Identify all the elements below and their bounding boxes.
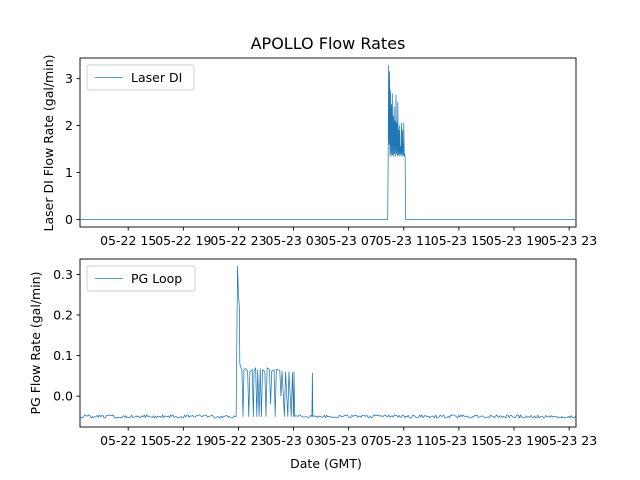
x-tick-label: 05-23 19	[486, 433, 542, 448]
panel-laser-di-legend: Laser DI	[86, 64, 195, 91]
x-tick-label: 05-23 03	[265, 433, 321, 448]
x-tick-label: 05-22 23	[210, 233, 266, 248]
y-tick-label: 0.0	[53, 389, 73, 404]
pg-loop-series-line	[79, 265, 577, 419]
panel-pg-loop-frame	[79, 258, 577, 428]
panel-laser-di-frame	[79, 57, 577, 228]
x-tick-label: 05-22 19	[155, 233, 211, 248]
panel-pg-loop-legend: PG Loop	[86, 265, 196, 292]
x-tick-label: 05-23 07	[321, 433, 377, 448]
x-tick-label: 05-23 15	[431, 433, 487, 448]
x-tick-label: 05-23 19	[486, 233, 542, 248]
x-tick-label: 05-23 11	[376, 233, 432, 248]
panel-laser-di-y-axis-label: Laser DI Flow Rate (gal/min)	[41, 55, 56, 232]
x-tick-label: 05-23 03	[265, 233, 321, 248]
x-tick-label: 05-23 15	[431, 233, 487, 248]
legend-label: Laser DI	[131, 70, 182, 85]
x-tick-label: 05-23 11	[376, 433, 432, 448]
panel-laser-di-y-ticks: 0 1 2 3	[65, 71, 80, 227]
x-axis-label: Date (GMT)	[290, 456, 362, 471]
legend-box	[86, 64, 195, 91]
chart-title: APOLLO Flow Rates	[251, 34, 406, 53]
x-tick-label: 05-23 23	[541, 433, 597, 448]
x-tick-label: 05-22 19	[155, 433, 211, 448]
x-tick-label: 05-23 07	[321, 233, 377, 248]
y-tick-label: 3	[65, 71, 73, 86]
panel-pg-loop-y-ticks: 0.0 0.1 0.2 0.3	[53, 267, 80, 404]
x-tick-label: 05-23 23	[541, 233, 597, 248]
legend-box	[86, 265, 196, 292]
y-tick-label: 1	[65, 165, 73, 180]
x-tick-label: 05-22 15	[100, 233, 156, 248]
legend-label: PG Loop	[131, 271, 182, 286]
y-tick-label: 0	[65, 212, 73, 227]
x-tick-label: 05-22 15	[100, 433, 156, 448]
y-tick-label: 2	[65, 118, 73, 133]
x-tick-label: 05-22 23	[210, 433, 266, 448]
laser-di-series-line	[80, 65, 576, 220]
y-tick-label: 0.3	[53, 267, 73, 282]
y-tick-label: 0.1	[53, 348, 73, 363]
y-tick-label: 0.2	[53, 308, 73, 323]
panel-pg-loop-y-axis-label: PG Flow Rate (gal/min)	[28, 272, 43, 415]
